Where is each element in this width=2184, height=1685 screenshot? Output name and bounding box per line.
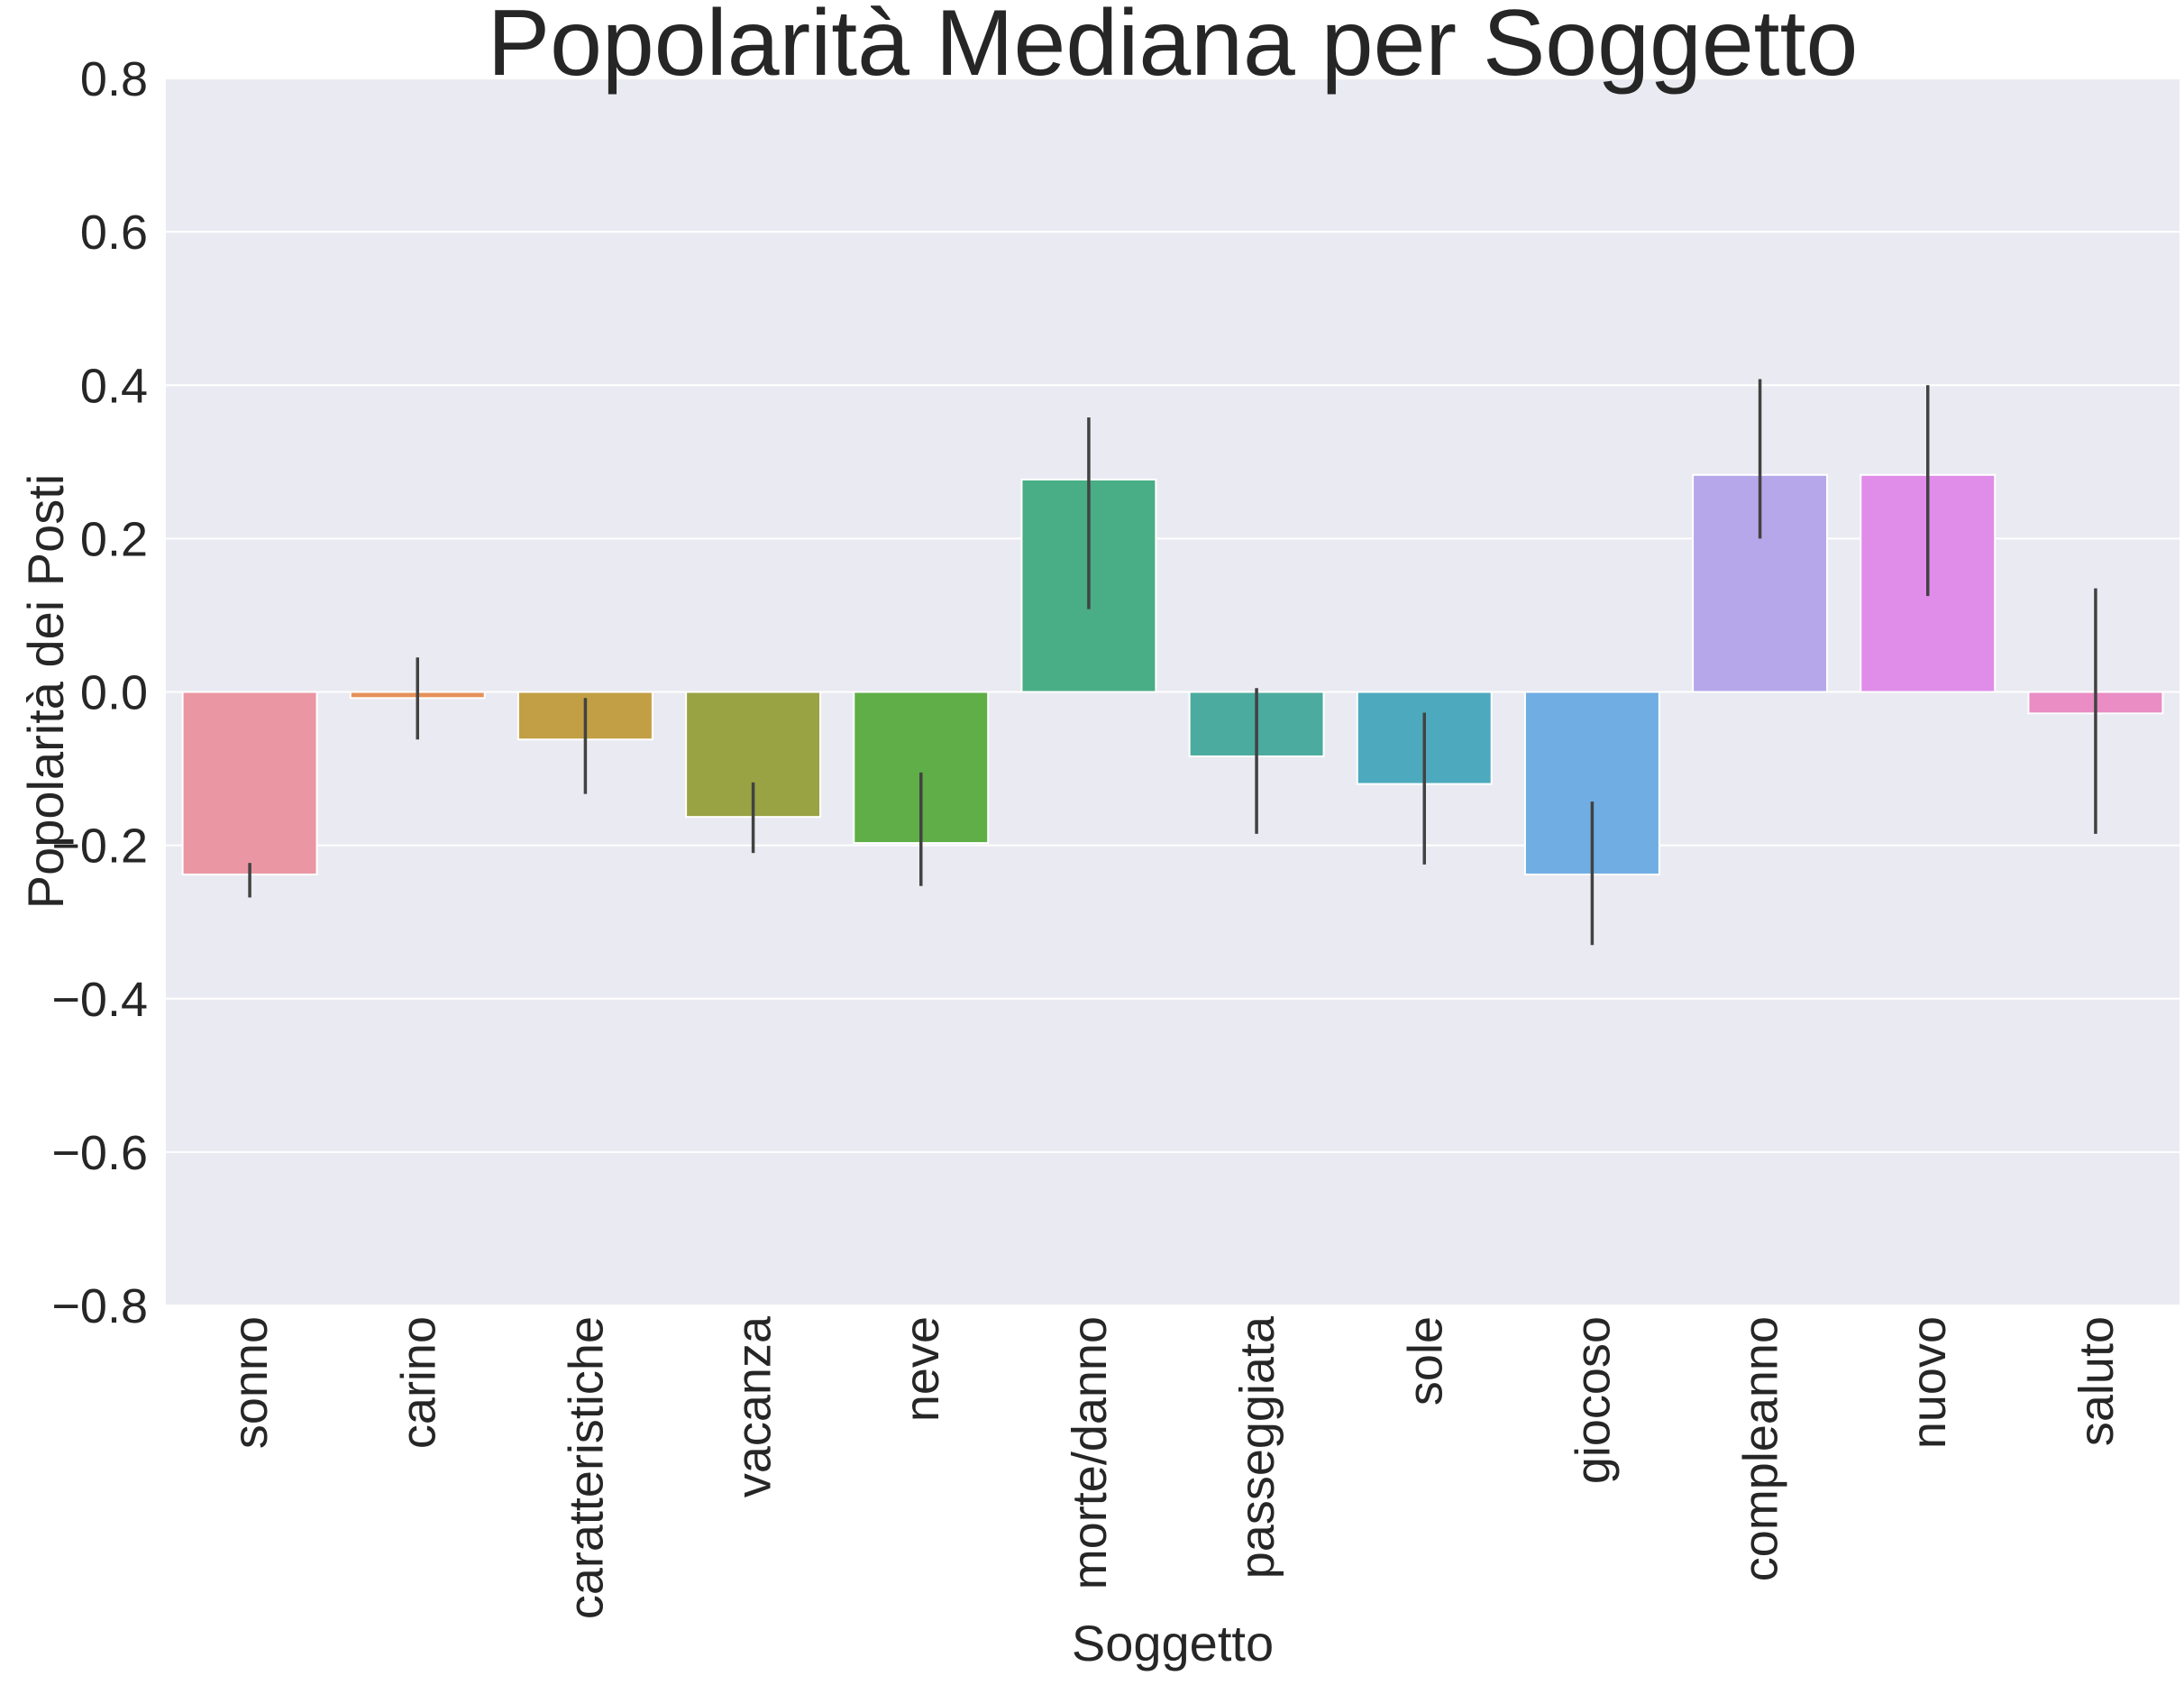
x-tick-label: caratteristiche [559,1316,613,1619]
chart-title: Popolarità Mediana per Soggetto [488,0,1859,96]
grid-lines [166,78,2179,1306]
x-tick-label: vacanza [727,1315,781,1497]
x-tick-label: nuovo [1902,1316,1956,1449]
y-axis-label: Popolarità dei Posti [17,474,74,910]
x-tick-label: morte/danno [1063,1316,1117,1589]
y-tick-label: −0.8 [51,1279,148,1333]
x-tick-label: sole [1398,1316,1452,1406]
x-axis-label: Soggetto [1072,1615,1274,1671]
x-tick-label: sonno [224,1316,278,1449]
bars [181,473,2164,875]
x-tick-label: compleanno [1734,1316,1788,1581]
y-tick-label: 0.4 [80,359,148,413]
y-tick-label: 0.8 [80,52,148,106]
x-tick-label: neve [895,1316,949,1422]
y-tick-label: 0.2 [80,512,148,566]
y-tick-label: −0.6 [51,1126,148,1180]
x-tick-label: saluto [2070,1316,2124,1446]
y-tick-label: 0.6 [80,206,148,260]
y-tick-label: 0.0 [80,666,148,720]
y-tick-label: −0.2 [51,820,148,874]
y-tick-label: −0.4 [51,973,148,1027]
x-tick-label: passeggiata [1230,1315,1284,1579]
x-tick-label: giocoso [1566,1316,1620,1484]
y-tick-labels: 0.8 0.6 0.4 0.2 0.0 −0.2 −0.4 −0.6 −0.8 [51,52,148,1333]
bar-sonno [181,691,318,875]
x-tick-labels: sonno carino caratteristiche vacanza neve mor… [224,1315,2124,1619]
error-bars [248,379,2097,946]
x-tick-label: carino [391,1316,445,1449]
